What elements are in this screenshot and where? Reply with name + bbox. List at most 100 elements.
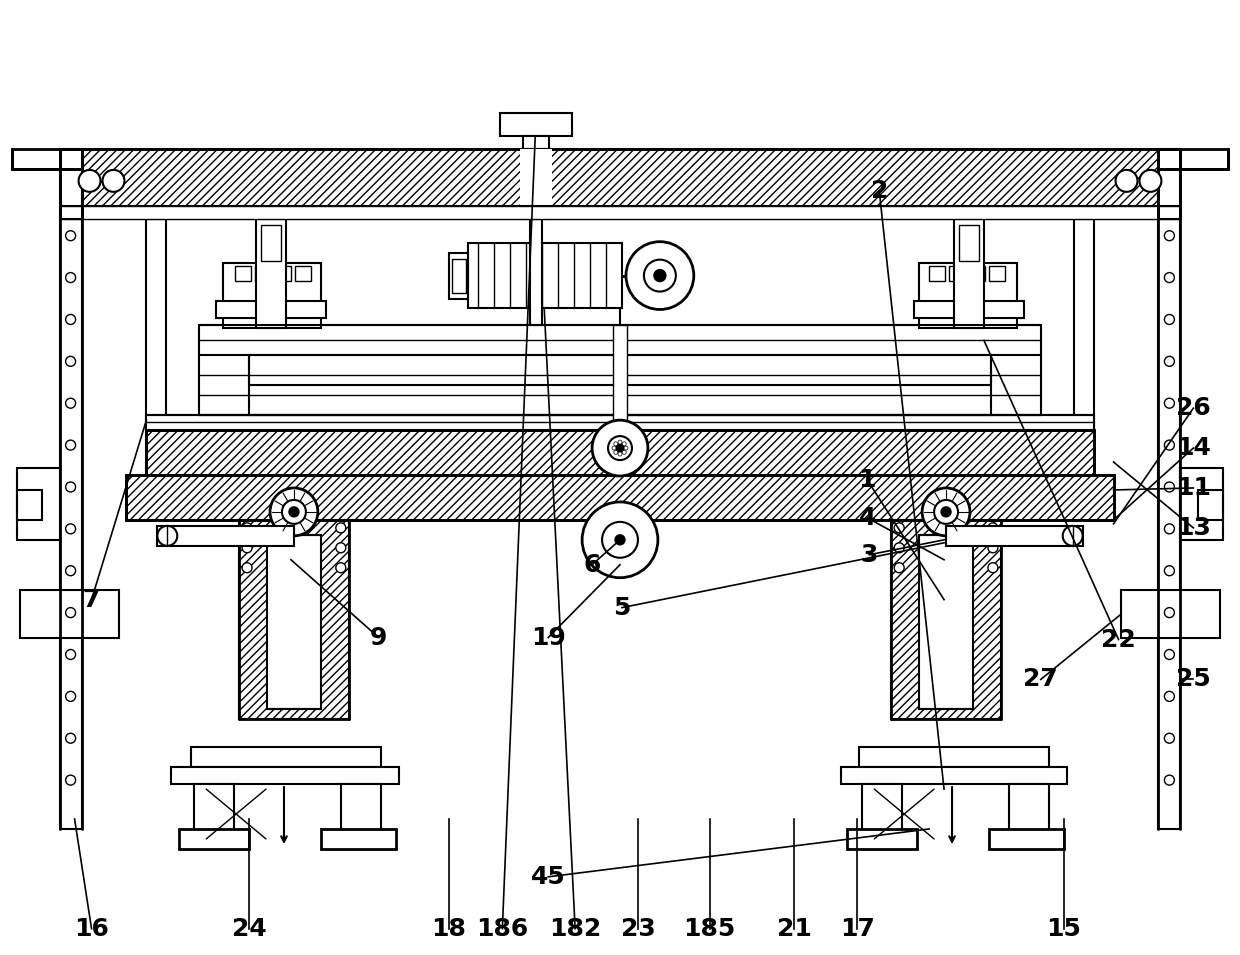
Circle shape <box>336 542 346 553</box>
Text: 19: 19 <box>531 626 565 649</box>
Bar <box>521 149 552 219</box>
Bar <box>146 430 1094 475</box>
Circle shape <box>626 242 694 309</box>
Bar <box>1180 468 1223 540</box>
Bar <box>1158 149 1229 169</box>
Bar <box>262 224 281 261</box>
Circle shape <box>653 269 666 282</box>
Circle shape <box>894 562 904 573</box>
Circle shape <box>66 272 76 283</box>
Bar <box>842 767 1066 784</box>
Bar <box>469 243 622 308</box>
Circle shape <box>66 649 76 660</box>
Bar <box>613 326 627 448</box>
Circle shape <box>988 542 998 553</box>
Text: 11: 11 <box>1176 476 1210 500</box>
Circle shape <box>1164 691 1174 701</box>
Circle shape <box>242 542 252 553</box>
Circle shape <box>66 482 76 492</box>
Circle shape <box>78 170 100 192</box>
Circle shape <box>894 523 904 533</box>
Circle shape <box>66 440 76 450</box>
Bar <box>146 415 1094 430</box>
Bar <box>275 265 291 281</box>
Circle shape <box>615 535 625 544</box>
Circle shape <box>1140 170 1162 192</box>
Circle shape <box>624 446 627 450</box>
Circle shape <box>622 451 626 455</box>
Circle shape <box>66 775 76 785</box>
Circle shape <box>66 733 76 743</box>
Text: 186: 186 <box>476 917 528 941</box>
Text: 16: 16 <box>74 917 109 941</box>
Bar <box>523 136 549 149</box>
Bar <box>847 829 918 849</box>
Circle shape <box>1164 231 1174 241</box>
Bar <box>236 265 250 281</box>
Bar <box>946 526 1083 546</box>
Text: 1: 1 <box>858 468 875 492</box>
Circle shape <box>66 398 76 408</box>
Bar <box>20 589 119 638</box>
Bar <box>523 149 549 219</box>
Bar <box>200 326 1040 415</box>
Text: 21: 21 <box>777 917 812 941</box>
Circle shape <box>603 521 637 558</box>
Text: 13: 13 <box>1176 516 1210 540</box>
Bar <box>449 253 469 299</box>
Bar <box>919 263 1017 329</box>
Circle shape <box>336 523 346 533</box>
Circle shape <box>618 440 622 444</box>
Circle shape <box>1164 272 1174 283</box>
Text: 9: 9 <box>370 626 387 649</box>
Bar <box>341 784 381 837</box>
Bar <box>501 113 572 136</box>
Circle shape <box>242 523 252 533</box>
Text: 45: 45 <box>531 865 565 889</box>
Text: 27: 27 <box>1023 668 1058 691</box>
Bar <box>146 219 166 520</box>
Text: 26: 26 <box>1176 396 1210 420</box>
Circle shape <box>591 420 649 476</box>
Bar <box>531 219 542 326</box>
Circle shape <box>934 499 959 524</box>
Bar <box>216 301 326 318</box>
Bar <box>11 149 82 169</box>
Bar <box>1198 490 1223 520</box>
Circle shape <box>608 436 632 460</box>
Text: 7: 7 <box>83 587 100 611</box>
Text: 23: 23 <box>620 917 655 941</box>
Circle shape <box>614 442 618 446</box>
Circle shape <box>1164 314 1174 325</box>
Circle shape <box>270 488 317 536</box>
Bar <box>929 265 945 281</box>
Bar <box>1121 589 1220 638</box>
Bar <box>959 224 978 261</box>
Circle shape <box>1164 440 1174 450</box>
Bar <box>126 475 1114 520</box>
Circle shape <box>1116 170 1137 192</box>
Circle shape <box>289 507 299 517</box>
Bar <box>255 265 272 281</box>
Circle shape <box>988 523 998 533</box>
Circle shape <box>103 170 124 192</box>
Circle shape <box>1164 607 1174 618</box>
Bar <box>295 265 311 281</box>
Circle shape <box>1164 775 1174 785</box>
Bar <box>157 526 294 546</box>
Bar <box>60 149 82 829</box>
Circle shape <box>618 452 622 456</box>
Circle shape <box>1164 733 1174 743</box>
Bar <box>17 490 42 520</box>
Bar <box>195 784 234 837</box>
Bar <box>267 535 321 710</box>
Circle shape <box>1164 398 1174 408</box>
Bar <box>171 767 398 784</box>
Circle shape <box>1164 565 1174 576</box>
Text: 17: 17 <box>839 917 874 941</box>
Bar <box>919 535 973 710</box>
Circle shape <box>1164 482 1174 492</box>
Bar <box>1158 149 1180 829</box>
Circle shape <box>66 524 76 534</box>
Circle shape <box>336 562 346 573</box>
